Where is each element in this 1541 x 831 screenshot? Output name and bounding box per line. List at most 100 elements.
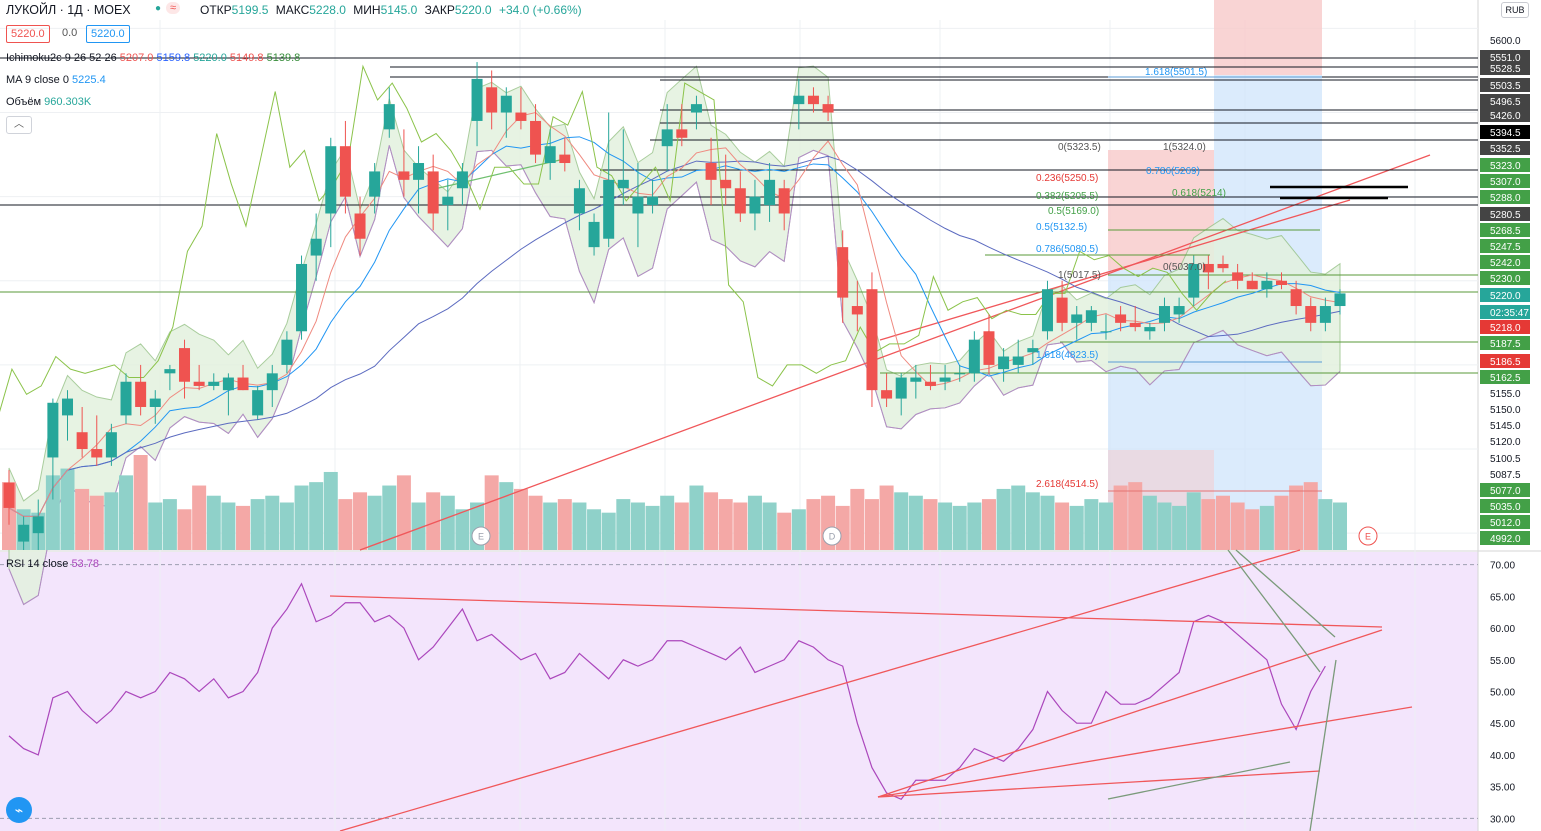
rsi-axis-label: 35.00 [1490, 783, 1515, 794]
candle-up [632, 196, 644, 214]
volume-bar [645, 505, 660, 550]
volume-bar [894, 492, 909, 550]
candle-up [413, 163, 425, 180]
ichimoku-span-b [8, 145, 1341, 606]
volume-bar [206, 495, 221, 550]
high-value: 5228.0 [309, 3, 346, 17]
candle-up [310, 238, 322, 256]
candle-up [544, 146, 556, 164]
candle-down [1305, 306, 1317, 323]
volume-bar [528, 495, 543, 550]
price-axis-tag [1480, 61, 1530, 75]
ichimoku-legend[interactable]: Ichimoku2c 9 26 52 26 5207.0 5159.8 5220… [6, 52, 300, 64]
price-axis-tag [1480, 288, 1530, 302]
volume-bar [908, 495, 923, 550]
candle-down [339, 146, 351, 197]
change-value: +34.0 (+0.66%) [498, 3, 582, 17]
candle-up [1158, 306, 1170, 323]
candle-up [1319, 306, 1331, 323]
event-marker-icon [822, 526, 842, 546]
currency-button[interactable]: RUB [1501, 2, 1529, 18]
volume-bar [1333, 502, 1347, 550]
price-axis-label: 5394.5 [1490, 128, 1521, 139]
rsi-name: RSI 14 close [6, 558, 69, 570]
volume-bar [967, 502, 982, 550]
candle-up [18, 524, 30, 542]
volume-bar [1055, 502, 1070, 550]
volume-bar [89, 495, 104, 550]
volume-bar [440, 495, 455, 550]
volume-bar [938, 502, 953, 550]
volume-bar [923, 499, 938, 550]
rsi-axis-label: 55.00 [1490, 656, 1515, 667]
price-axis-label: 5186.5 [1490, 357, 1521, 368]
volume-bar [1025, 492, 1040, 550]
rsi-axis-label: 65.00 [1490, 592, 1515, 603]
volume-bar [850, 488, 865, 550]
candle-up [471, 78, 483, 121]
fib-label: 2.618(4514.5) [1036, 479, 1098, 490]
candle-down [1246, 280, 1258, 290]
candle-down [486, 87, 498, 113]
candle-down [135, 381, 147, 407]
candle-up [1071, 314, 1083, 323]
price-axis-tag [1480, 141, 1530, 155]
candle-up [1144, 327, 1156, 332]
volume-bar [879, 485, 894, 550]
rsi-pane-bg [0, 552, 1478, 831]
collapse-legend-button[interactable]: ︿ [6, 116, 32, 134]
price-axis-label: 5100.5 [1490, 454, 1521, 465]
volume-bar [718, 499, 733, 550]
volume-bar [309, 482, 324, 550]
market-status-icon: ● [155, 3, 162, 14]
volume-bar [119, 475, 134, 550]
volume-bar [543, 502, 558, 550]
ichimoku-value-5: 5139.8 [266, 52, 301, 64]
price-axis-label: 5150.0 [1490, 405, 1521, 416]
candle-up [968, 339, 980, 374]
price-axis-label: 5077.0 [1490, 486, 1521, 497]
candle-up [500, 95, 512, 113]
open-value: 5199.5 [231, 3, 269, 17]
candle-up [105, 432, 117, 458]
tradingview-logo-icon[interactable]: ⌁ [6, 797, 32, 823]
fib-label: 0.618(5214) [1172, 188, 1226, 199]
candle-down [924, 381, 936, 386]
trend-line-green [429, 159, 561, 191]
ma-legend[interactable]: MA 9 close 0 5225.4 [6, 74, 106, 86]
volume-bar [1084, 499, 1099, 550]
candle-down [1202, 263, 1214, 273]
sell-price-box[interactable]: 5220.0 [6, 25, 50, 43]
price-axis-tag [1480, 515, 1530, 529]
price-axis-label: 5145.0 [1490, 421, 1521, 432]
volume-legend[interactable]: Объём 960.303K [6, 96, 91, 108]
low-label: МИН [353, 3, 381, 17]
ichimoku-value-4: 5149.8 [229, 52, 264, 64]
volume-bar [250, 499, 265, 550]
symbol-title[interactable]: ЛУКОЙЛ · 1Д · MOEX [6, 3, 131, 17]
rsi-legend[interactable]: RSI 14 close 53.78 [6, 558, 99, 570]
replay-icon[interactable]: ≈ [166, 2, 181, 14]
ichimoku-value-2: 5159.8 [156, 52, 191, 64]
candle-up [617, 179, 629, 189]
volume-bar [75, 488, 90, 550]
close-value: 5220.0 [454, 3, 492, 17]
rsi-axis-label: 40.00 [1490, 751, 1515, 762]
candle-up [252, 390, 264, 416]
volume-bar [367, 495, 382, 550]
price-axis-label: 5551.0 [1490, 53, 1521, 64]
volume-bar [1201, 499, 1216, 550]
price-axis-label: 5087.5 [1490, 470, 1521, 481]
price-axis-label: 5426.0 [1490, 111, 1521, 122]
candle-down [76, 432, 88, 450]
buy-price-box[interactable]: 5220.0 [86, 25, 130, 43]
candle-down [515, 112, 527, 121]
candle-up [1012, 356, 1024, 365]
ichimoku-value-1: 5207.0 [119, 52, 154, 64]
price-axis-label: 5155.0 [1490, 389, 1521, 400]
volume-bar [762, 502, 777, 550]
price-axis-tag [1480, 271, 1530, 285]
volume-bar [747, 495, 762, 550]
candle-down [91, 449, 103, 458]
